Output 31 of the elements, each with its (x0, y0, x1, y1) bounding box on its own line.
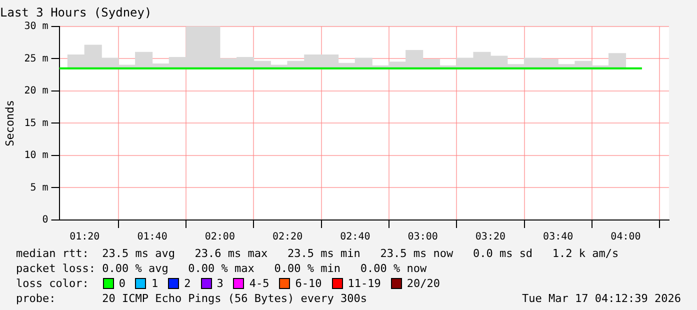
y-tick-label: 30 m (24, 20, 48, 32)
text: median rtt: 23.5 ms avg 23.6 ms max 23.5 ms min 23.5 ms now 0.0 ms sd 1.2 k am/s (16, 247, 619, 260)
text: 20/20 (406, 276, 440, 291)
y-axis-title: Seconds (3, 100, 16, 146)
x-tick-label: 01:20 (70, 232, 100, 243)
x-tick-label: 02:20 (272, 232, 303, 243)
x-tick-label: 01:40 (137, 232, 168, 243)
text: probe: 20 ICMP Echo Pings (56 Bytes) every 300s (16, 291, 367, 306)
x-tick-label: 03:40 (543, 232, 574, 243)
y-tick-label: 25 m (24, 53, 48, 64)
chart-title: Last 3 Hours (Sydney) (0, 5, 152, 20)
y-tick-label: 15 m (24, 118, 48, 129)
text: 4-5 (249, 276, 270, 291)
y-tick-label: 20 m (24, 86, 48, 97)
text: 6-10 (295, 276, 322, 291)
x-tick-label: 03:20 (475, 232, 506, 243)
text: packet loss: 0.00 % avg 0.00 % max 0.00 % min 0.00 % now (16, 262, 427, 275)
text: 2 (184, 276, 191, 291)
y-tick-label: 0 (42, 214, 48, 226)
x-tick-label: 04:00 (610, 232, 641, 243)
y-tick-label: 5 m (30, 182, 48, 194)
text: 0 (118, 276, 126, 291)
text: 1 (151, 276, 158, 291)
x-tick-label: 02:40 (340, 232, 370, 243)
y-tick-label: 10 m (24, 150, 48, 162)
text: Tue Mar 17 04:12:39 2026 (522, 291, 681, 306)
text: loss color: (16, 276, 89, 291)
x-tick-label: 03:00 (408, 232, 438, 243)
text: 11-19 (348, 276, 381, 291)
x-tick-label: 02:00 (204, 232, 235, 243)
text: 3 (216, 276, 224, 291)
